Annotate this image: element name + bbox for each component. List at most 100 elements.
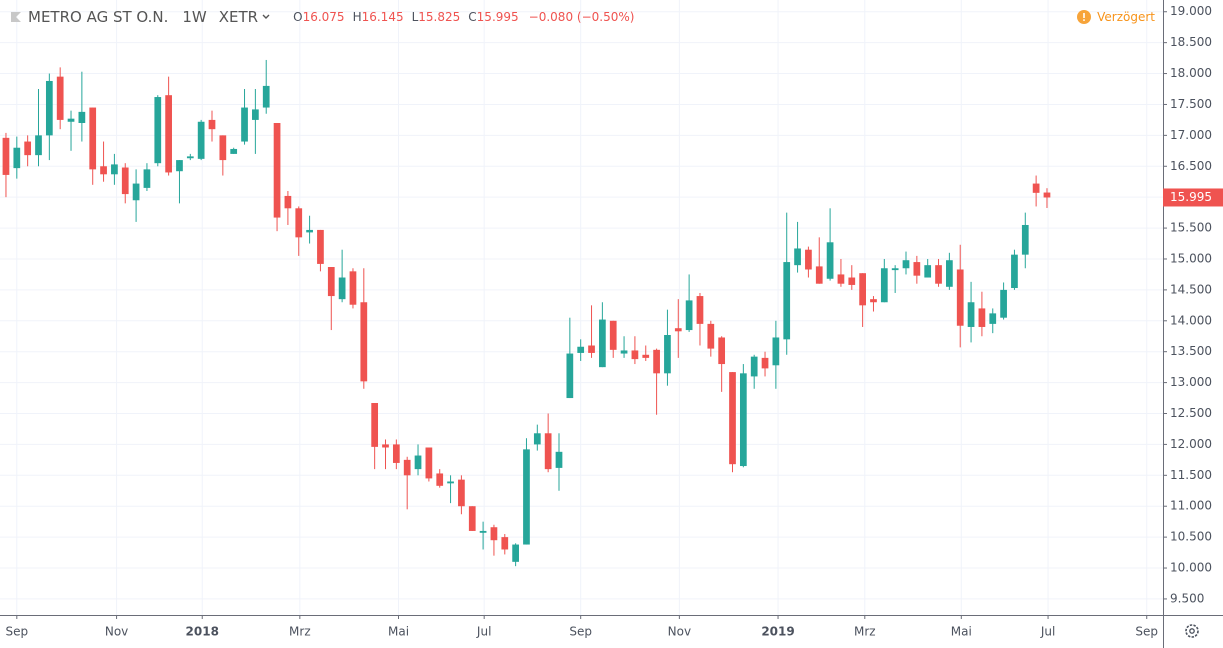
x-tick-label: Mrz <box>854 625 876 639</box>
candle-body <box>252 109 259 120</box>
candle-body <box>555 451 563 468</box>
candle-body <box>273 123 281 218</box>
candle-body <box>392 444 400 463</box>
y-tick-label: 12.000 <box>1170 437 1212 451</box>
candle-body <box>241 107 248 142</box>
candle-body <box>349 271 357 305</box>
candle-body <box>989 313 997 324</box>
candle-body <box>761 357 769 369</box>
candle-body <box>848 277 856 285</box>
y-tick-label: 11.500 <box>1170 468 1212 482</box>
y-tick-label: 13.500 <box>1170 344 1212 358</box>
candle-body <box>739 373 747 467</box>
legend-header: METRO AG ST O.N. 1W XETR O 16.075 H 16.145… <box>10 7 634 27</box>
ohlc-value: 16.145 <box>361 10 404 24</box>
candle-body <box>186 156 194 159</box>
x-tick-label: Mrz <box>289 625 311 639</box>
candle-body <box>729 372 736 465</box>
candle-body <box>837 274 845 284</box>
y-tick-label: 15.000 <box>1170 251 1212 265</box>
candle-body <box>360 302 368 382</box>
candle-body <box>523 449 530 545</box>
candle-body <box>978 308 986 327</box>
y-tick-label: 19.000 <box>1170 4 1212 18</box>
y-tick-label: 18.000 <box>1170 66 1212 80</box>
candle-body <box>338 277 346 300</box>
x-tick-label: Jul <box>476 625 491 639</box>
candle-body <box>870 299 877 303</box>
candle-body <box>967 302 975 327</box>
candle-body <box>45 80 53 136</box>
y-tick-label: 10.500 <box>1170 530 1212 544</box>
candle-body <box>501 537 509 550</box>
y-tick-label: 14.500 <box>1170 282 1212 296</box>
y-tick-label: 17.500 <box>1170 97 1212 111</box>
candle-body <box>544 433 552 470</box>
ohlc-value: 16.075 <box>302 10 345 24</box>
x-tick-label: Mai <box>951 625 972 639</box>
symbol-name: METRO AG ST O.N. <box>28 8 169 26</box>
y-tick-label: 12.500 <box>1170 406 1212 420</box>
candle-body <box>805 249 812 270</box>
status-text: Verzögert <box>1097 10 1155 24</box>
candle-body <box>403 459 411 476</box>
candle-body <box>111 164 118 175</box>
candle-body <box>794 248 801 266</box>
candle-body <box>533 433 541 445</box>
candle-body <box>2 137 10 175</box>
candle-body <box>100 166 107 175</box>
last-price-tag <box>1163 188 1223 207</box>
exchange[interactable]: XETR <box>218 8 259 26</box>
candle-body <box>165 95 172 173</box>
candle-body <box>67 118 75 122</box>
candle-body <box>1021 224 1029 255</box>
y-tick-label: 18.500 <box>1170 35 1212 49</box>
dropdown-chevron[interactable] <box>261 12 271 22</box>
candle-body <box>317 229 324 264</box>
candle-body <box>566 353 574 399</box>
candle-body <box>826 242 834 279</box>
candle-body <box>577 346 585 353</box>
ohlc-letter: O <box>293 10 303 24</box>
x-tick-label: Nov <box>105 625 128 639</box>
candle-body <box>121 167 129 195</box>
candle-body <box>913 262 921 276</box>
x-tick-label: Nov <box>668 625 691 639</box>
candle-body <box>935 265 942 284</box>
candle-body <box>609 320 617 350</box>
candle-body <box>78 111 86 123</box>
candle-body <box>219 135 227 161</box>
candle-body <box>956 269 964 326</box>
candle-body <box>696 296 704 324</box>
candle-body <box>89 107 97 170</box>
y-tick-label: 14.000 <box>1170 313 1212 327</box>
x-tick-label: Sep <box>5 625 28 639</box>
candle-body <box>382 444 389 448</box>
candle-body <box>154 97 162 164</box>
x-tick-label: Sep <box>1135 625 1158 639</box>
candle-body <box>718 337 726 365</box>
y-tick-label: 15.500 <box>1170 221 1212 235</box>
ohlc-letter: L <box>411 10 419 24</box>
delay-status[interactable]: Verzögert <box>1077 7 1155 27</box>
y-tick-label: 10.000 <box>1170 561 1212 575</box>
candle-body <box>208 119 216 130</box>
settings-button[interactable] <box>1185 624 1199 638</box>
y-tick-label: 9.500 <box>1170 591 1204 605</box>
candle-body <box>664 335 671 374</box>
candle-body <box>425 447 433 479</box>
ohlc-letter: C <box>468 10 477 24</box>
y-tick-label: 16.500 <box>1170 159 1212 173</box>
last-price-label: 15.995 <box>1170 190 1212 204</box>
gear-outer <box>1185 624 1199 638</box>
candle-body <box>262 85 270 108</box>
candle-body <box>631 350 639 360</box>
candle-body <box>132 183 140 201</box>
candle-body <box>284 195 292 209</box>
candle-body <box>230 148 238 154</box>
candle-body <box>1011 254 1018 289</box>
candle-body <box>371 402 379 447</box>
y-tick-label: 11.000 <box>1170 499 1212 513</box>
